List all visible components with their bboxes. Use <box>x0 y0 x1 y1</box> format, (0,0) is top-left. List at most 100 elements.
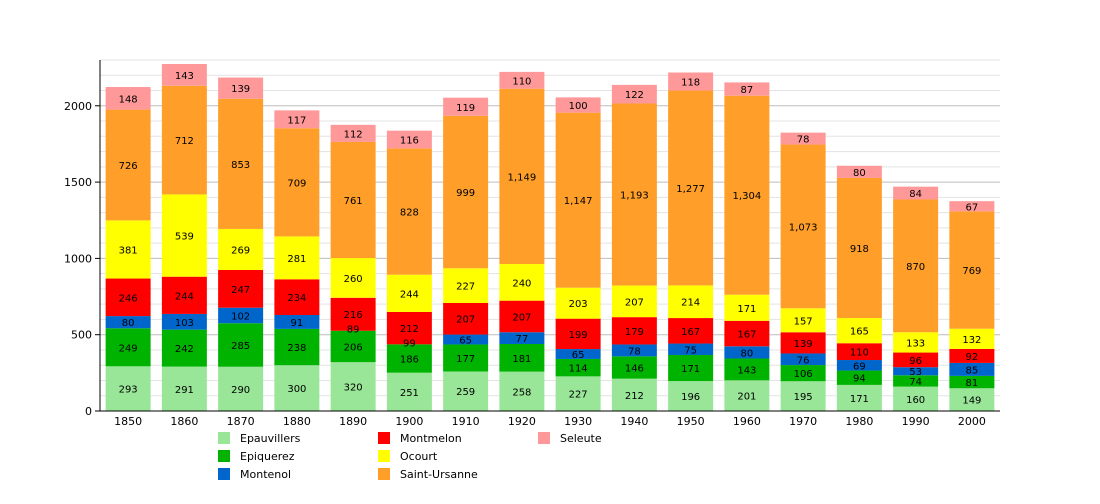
x-tick-label: 1950 <box>677 415 705 428</box>
bar-segment <box>611 285 657 318</box>
bar-segment <box>724 294 770 321</box>
bar-segment <box>105 220 151 279</box>
x-tick-label: 1880 <box>283 415 311 428</box>
bar-value-label: 99 <box>403 338 416 349</box>
bar-value-label: 117 <box>287 115 306 126</box>
bar-value-label: 103 <box>175 318 194 329</box>
x-tick-label: 1890 <box>339 415 367 428</box>
bar-segment <box>499 332 545 345</box>
bar-segment <box>555 376 601 411</box>
bar-value-label: 118 <box>681 78 700 89</box>
bar-value-label: 1,277 <box>676 184 705 195</box>
bar-segment <box>668 285 714 319</box>
bar-value-label: 199 <box>569 330 588 341</box>
bar-segment <box>443 371 489 411</box>
bar-segment <box>949 211 995 329</box>
bar-value-label: 165 <box>850 327 869 338</box>
bar-value-label: 258 <box>512 387 531 398</box>
bar-value-label: 207 <box>456 315 475 326</box>
bar-value-label: 106 <box>794 369 813 380</box>
bar-value-label: 91 <box>291 318 304 329</box>
x-tick-label: 1940 <box>620 415 648 428</box>
y-tick-label: 1000 <box>64 252 92 265</box>
bar-value-label: 87 <box>741 85 754 96</box>
bar-segment <box>836 318 882 344</box>
bar-value-label: 251 <box>400 388 419 399</box>
bar-value-label: 260 <box>344 274 363 285</box>
bar-value-label: 285 <box>231 341 250 352</box>
bar-segment <box>724 358 770 381</box>
bar-value-label: 212 <box>625 391 644 402</box>
bar-value-label: 171 <box>850 394 869 405</box>
bar-value-label: 1,147 <box>564 196 593 207</box>
bar-value-label: 761 <box>344 196 363 207</box>
legend-label: Epauvillers <box>240 432 301 445</box>
bar-value-label: 76 <box>797 355 810 366</box>
bar-value-label: 143 <box>175 71 194 82</box>
bar-segment <box>611 378 657 411</box>
bar-value-label: 132 <box>962 335 981 346</box>
bar-segment <box>443 97 489 116</box>
y-tick-label: 1500 <box>64 176 92 189</box>
bar-value-label: 85 <box>966 365 979 376</box>
bar-segment <box>611 356 657 379</box>
bar-segment <box>836 370 882 385</box>
bar-value-label: 212 <box>400 324 419 335</box>
bar-segment <box>218 323 264 367</box>
bar-segment <box>611 84 657 104</box>
bar-value-label: 381 <box>119 245 138 256</box>
bar-value-label: 1,073 <box>789 222 818 233</box>
bar-value-label: 110 <box>850 348 869 359</box>
bar-value-label: 214 <box>681 298 700 309</box>
bar-segment <box>499 88 545 265</box>
bar-segment <box>161 63 207 86</box>
bar-segment <box>780 381 826 411</box>
bar-segment <box>893 375 939 387</box>
bar-value-label: 227 <box>569 390 588 401</box>
bar-value-label: 177 <box>456 354 475 365</box>
bar-segment <box>555 287 601 319</box>
bar-value-label: 167 <box>737 330 756 341</box>
bar-value-label: 114 <box>569 364 588 375</box>
bar-value-label: 157 <box>794 316 813 327</box>
bar-value-label: 227 <box>456 282 475 293</box>
x-tick-label: 1860 <box>170 415 198 428</box>
legend-label: Montmelon <box>400 432 462 445</box>
legend-label: Saint-Ursanne <box>400 468 478 481</box>
bar-segment <box>780 332 826 354</box>
x-tick-label: 1930 <box>564 415 592 428</box>
bar-segment <box>611 317 657 345</box>
bar-value-label: 259 <box>456 387 475 398</box>
bar-segment <box>893 199 939 333</box>
bar-value-label: 75 <box>684 345 697 356</box>
bar-value-label: 242 <box>175 344 194 355</box>
y-tick-label: 2000 <box>64 100 92 113</box>
bar-value-label: 69 <box>853 361 866 372</box>
bar-value-label: 249 <box>119 343 138 354</box>
bar-segment <box>443 344 489 372</box>
bar-value-label: 712 <box>175 136 194 147</box>
bar-value-label: 206 <box>344 342 363 353</box>
bar-segment <box>836 165 882 178</box>
bar-value-label: 139 <box>794 339 813 350</box>
bar-value-label: 167 <box>681 327 700 338</box>
bar-segment <box>443 302 489 335</box>
bar-value-label: 853 <box>231 160 250 171</box>
bar-segment <box>836 343 882 361</box>
bar-segment <box>274 328 320 366</box>
x-tick-label: 1990 <box>902 415 930 428</box>
bar-value-label: 918 <box>850 244 869 255</box>
bar-segment <box>443 115 489 269</box>
bar-value-label: 84 <box>909 189 922 200</box>
bar-segment <box>780 353 826 366</box>
bar-value-label: 181 <box>512 354 531 365</box>
bar-segment <box>611 344 657 357</box>
x-tick-label: 1920 <box>508 415 536 428</box>
bar-value-label: 80 <box>741 348 754 359</box>
bar-value-label: 94 <box>853 374 866 385</box>
bar-segment <box>330 124 376 142</box>
bar-segment <box>668 381 714 411</box>
bar-value-label: 300 <box>287 384 306 395</box>
bar-segment <box>780 144 826 309</box>
bar-value-label: 122 <box>625 90 644 101</box>
